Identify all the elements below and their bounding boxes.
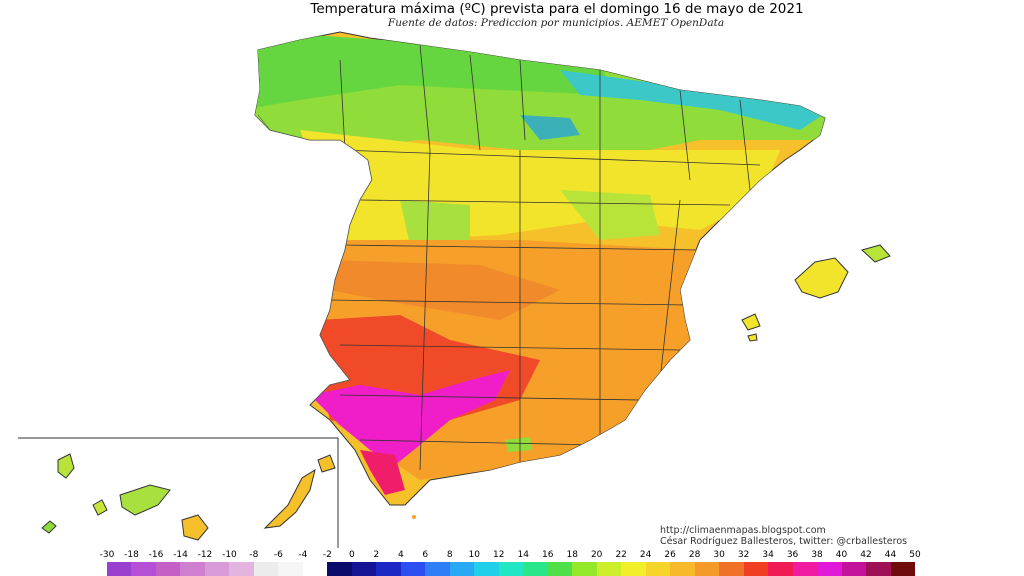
legend-tick-label: 14 (517, 550, 529, 560)
legend-swatch (523, 562, 548, 576)
legend-swatch (572, 562, 597, 576)
legend-tick-label: -12 (197, 550, 213, 560)
ceuta-dot (412, 515, 416, 519)
mainland-spain (254, 31, 826, 506)
legend-swatch (596, 562, 622, 576)
author-credit: César Rodríguez Ballesteros, twitter: @c… (660, 536, 908, 547)
legend-swatch (425, 562, 450, 576)
legend-tick-label: -4 (298, 550, 308, 560)
color-legend (107, 562, 915, 576)
legend-tick-label: -10 (222, 550, 237, 560)
legend-tick-label: -14 (173, 550, 188, 560)
legend-swatch (376, 562, 401, 576)
legend-swatch (229, 562, 254, 576)
legend-swatch (890, 562, 915, 576)
legend-tick-label: -16 (148, 550, 164, 560)
legend-swatch (817, 562, 842, 576)
legend-swatch (327, 562, 352, 576)
legend-swatch (645, 562, 671, 576)
legend-tick-label: 44 (884, 550, 897, 560)
map-title: Temperatura máxima (ºC) prevista para el… (310, 1, 804, 17)
legend-swatch (400, 562, 426, 576)
legend-tick-label: 26 (664, 550, 676, 560)
legend-tick-label: 30 (713, 550, 725, 560)
legend-ticks: -30 -18 -16 -14 -12 -10 -8 -6 -4 -2 0 2 4 6 8 10 12 14 16 1… (99, 550, 923, 562)
legend-tick-label: 50 (909, 550, 921, 560)
portugal-border (257, 114, 373, 406)
legend-tick-label: 32 (737, 550, 750, 560)
legend-tick-label: 4 (397, 550, 404, 560)
legend-tick-label: -18 (124, 550, 139, 560)
legend-swatch (107, 562, 132, 576)
legend-swatch (670, 562, 695, 576)
legend-swatch (841, 562, 867, 576)
legend-tick-label: 36 (786, 550, 799, 560)
legend-swatch (449, 562, 475, 576)
balearic-islands (741, 244, 891, 342)
legend-swatch (253, 562, 279, 576)
legend-swatch (180, 562, 205, 576)
legend-tick-label: -6 (273, 550, 283, 560)
legend-tick-label: 6 (422, 550, 429, 560)
legend-tick-label: 16 (541, 550, 554, 560)
legend-tick-label: 2 (373, 550, 380, 560)
legend-swatch (474, 562, 499, 576)
legend-swatch (621, 562, 646, 576)
legend-tick-label: 8 (446, 550, 453, 560)
legend-tick-label: 20 (590, 550, 603, 560)
legend-tick-label: 18 (566, 550, 578, 560)
legend-tick-label: 22 (615, 550, 627, 560)
legend-tick-label: 34 (762, 550, 774, 560)
legend-tick-label: -2 (322, 550, 332, 560)
legend-tick-label: 42 (860, 550, 872, 560)
legend-tick-label: 12 (493, 550, 505, 560)
canary-islands (41, 453, 336, 541)
legend-tick-label: 0 (348, 550, 355, 560)
credits: http://climaenmapas.blogspot.com César R… (660, 525, 907, 547)
canary-inset-frame (18, 437, 339, 548)
legend-tick-label: 10 (468, 550, 480, 560)
legend-swatch (498, 562, 524, 576)
legend-tick-label: 28 (688, 550, 701, 560)
legend-swatch (302, 562, 328, 576)
legend-swatch (278, 562, 303, 576)
legend-swatch (694, 562, 720, 576)
legend-swatch (792, 562, 818, 576)
blog-link[interactable]: http://climaenmapas.blogspot.com (660, 525, 826, 536)
legend-swatch (547, 562, 573, 576)
legend-tick-label: 24 (639, 550, 652, 560)
legend-tick-label: 38 (811, 550, 823, 560)
legend-swatch (204, 562, 230, 576)
legend-tick-label: -8 (249, 550, 259, 560)
legend-swatch (768, 562, 793, 576)
legend-swatch (131, 562, 156, 576)
legend-tick-label: -30 (99, 550, 115, 560)
legend-tick-label: 40 (835, 550, 848, 560)
legend-swatch (866, 562, 891, 576)
map-subtitle: Fuente de datos: Prediccion por municipi… (387, 17, 725, 29)
legend-swatch (351, 562, 377, 576)
legend-swatch (743, 562, 769, 576)
legend-swatch (719, 562, 744, 576)
legend-swatch (155, 562, 181, 576)
